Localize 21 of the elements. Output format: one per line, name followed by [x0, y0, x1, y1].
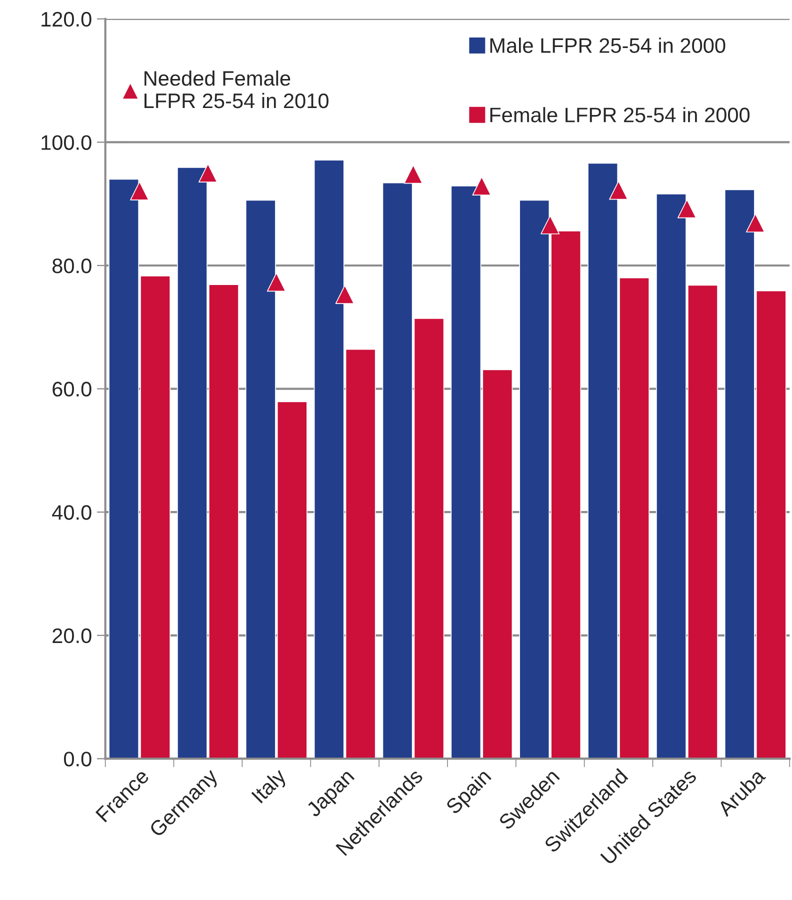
- point: [335, 285, 354, 304]
- point: [404, 164, 423, 184]
- point: [746, 213, 765, 232]
- y-tick-label: 120.0: [42, 12, 92, 27]
- y-tick-label: 100.0: [42, 135, 92, 150]
- point: [540, 215, 560, 234]
- y-tick-label: 60.0: [52, 382, 92, 397]
- point: [678, 199, 696, 218]
- point: [198, 164, 218, 182]
- y-tick-label: 20.0: [52, 628, 92, 644]
- y-tick-label: 80.0: [52, 258, 92, 274]
- legend-label: Female LFPR 25-54 in 2000: [490, 107, 750, 122]
- x-tick-label: Italy: [250, 767, 290, 806]
- y-tick-label: 40.0: [52, 505, 92, 520]
- legend-label: Male LFPR 25-54 in 2000: [490, 38, 726, 53]
- point: [472, 176, 492, 196]
- point: [266, 272, 286, 292]
- legend-label: Needed Female LFPR 25-54 in 2010: [144, 70, 328, 108]
- point: [130, 181, 150, 200]
- point: [609, 180, 628, 200]
- y-tick-label: 0.0: [64, 752, 92, 766]
